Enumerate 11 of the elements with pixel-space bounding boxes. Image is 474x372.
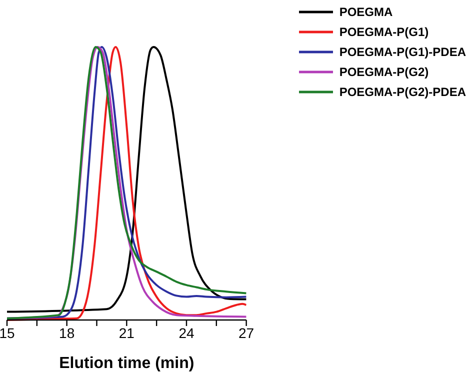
x-tick-label: 21 xyxy=(118,324,135,341)
x-axis-title: Elution time (min) xyxy=(59,355,194,372)
legend-label: POEGMA-P(G1)-PDEA xyxy=(339,45,466,59)
legend-label: POEGMA-P(G1) xyxy=(339,25,429,39)
legend-label: POEGMA-P(G2) xyxy=(339,65,429,79)
x-tick-label: 27 xyxy=(238,324,254,341)
legend-label: POEGMA xyxy=(339,5,393,19)
x-tick-label: 24 xyxy=(178,324,194,341)
x-tick-label: 18 xyxy=(59,324,75,341)
x-tick-label: 15 xyxy=(0,324,15,341)
legend-label: POEGMA-P(G2)-PDEA xyxy=(339,85,466,99)
